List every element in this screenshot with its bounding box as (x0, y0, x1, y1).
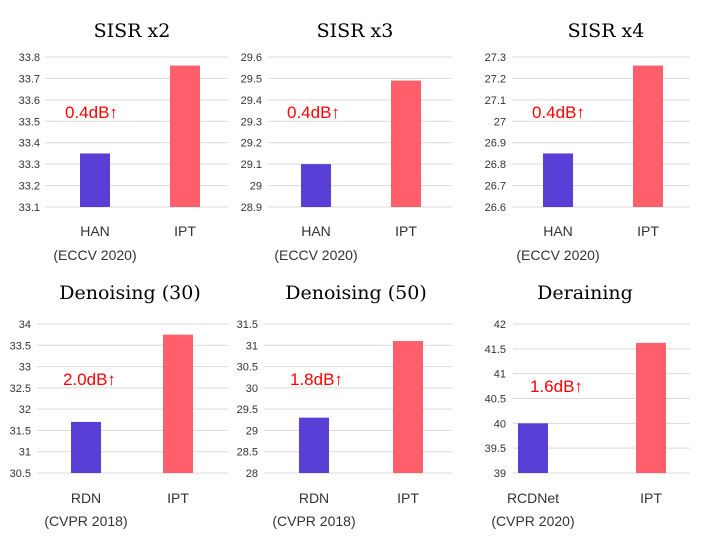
y-tick-label: 31 (19, 447, 31, 459)
y-tick-label: 27 (494, 116, 506, 128)
chart-title: Denoising (30) (59, 282, 201, 304)
chart-panel-3: SISR x4 26.6 26.7 26.8 26.9 27 27.1 27.2 27.3 HAN… (485, 20, 690, 263)
y-tick-label: 30.5 (10, 468, 31, 480)
x-category-label: IPT (637, 223, 659, 239)
y-tick-label: 27.3 (485, 52, 506, 64)
y-tick-label: 31 (246, 340, 258, 352)
y-tick-label: 28.5 (237, 447, 258, 459)
gain-annotation: 1.8dB↑ (290, 370, 343, 389)
x-category-label: RCDNet (507, 490, 559, 506)
x-category-subtitle: (CVPR 2018) (44, 513, 127, 529)
y-tick-label: 33 (19, 362, 31, 374)
bar-han (543, 153, 573, 207)
y-tick-label: 42 (494, 319, 506, 331)
gain-annotation: 2.0dB↑ (63, 370, 116, 389)
bar-rdn (71, 421, 101, 473)
y-tick-label: 33.7 (19, 73, 40, 85)
y-tick-label: 26.7 (485, 181, 506, 193)
x-category-label: RDN (299, 490, 329, 506)
y-tick-label: 29.3 (241, 116, 262, 128)
y-tick-label: 28 (246, 468, 258, 480)
y-tick-label: 26.9 (485, 138, 506, 150)
y-tick-label: 33.4 (19, 138, 40, 150)
y-tick-label: 34 (19, 319, 31, 331)
bar-ipt (393, 341, 423, 473)
gain-annotation: 0.4dB↑ (65, 103, 118, 122)
x-category-label: IPT (395, 223, 417, 239)
y-tick-label: 26.6 (485, 202, 506, 214)
gain-annotation: 0.4dB↑ (287, 103, 340, 122)
chart-title: Denoising (50) (285, 282, 427, 304)
y-tick-label: 29.4 (241, 95, 262, 107)
x-category-label: IPT (174, 223, 196, 239)
chart-title: Deraining (537, 282, 633, 304)
y-tick-label: 29.2 (241, 138, 262, 150)
y-tick-label: 33.6 (19, 95, 40, 107)
chart-title: SISR x3 (317, 20, 394, 42)
y-tick-label: 33.5 (10, 340, 31, 352)
y-tick-label: 26.8 (485, 159, 506, 171)
y-tick-label: 29.6 (241, 52, 262, 64)
y-tick-label: 33.2 (19, 181, 40, 193)
bar-ipt (636, 342, 666, 473)
x-category-label: IPT (167, 490, 189, 506)
y-tick-label: 27.2 (485, 73, 506, 85)
x-category-label: HAN (301, 223, 331, 239)
y-tick-label: 29 (246, 425, 258, 437)
y-tick-label: 28.9 (241, 202, 262, 214)
y-tick-label: 41 (494, 369, 506, 381)
y-tick-label: 33.3 (19, 159, 40, 171)
x-category-label: HAN (543, 223, 573, 239)
bar-ipt (163, 334, 193, 473)
x-category-subtitle: (ECCV 2020) (53, 247, 136, 263)
chart-panel-5: Denoising (50) 28 28.5 29 29.5 30 30.5 31 31.5 RD… (237, 282, 452, 529)
y-tick-label: 32.5 (10, 383, 31, 395)
bar-rdn (299, 417, 329, 473)
y-tick-label: 29 (250, 181, 262, 193)
chart-panel-4: Denoising (30) 30.5 31 31.5 32 32.5 33 33.5 34 RD… (10, 282, 228, 529)
y-tick-label: 30 (246, 383, 258, 395)
y-tick-label: 40 (494, 418, 506, 430)
y-tick-label: 29.5 (241, 73, 262, 85)
x-category-label: IPT (640, 490, 662, 506)
chart-title: SISR x2 (94, 20, 171, 42)
y-tick-label: 39.5 (485, 443, 506, 455)
y-tick-label: 30.5 (237, 362, 258, 374)
y-tick-label: 33.8 (19, 52, 40, 64)
y-tick-label: 31.5 (237, 319, 258, 331)
gain-annotation: 1.6dB↑ (530, 377, 583, 396)
chart-panel-6: Deraining 39 39.5 40 40.5 41 41.5 42 RCDNet (CVPR… (485, 282, 690, 529)
y-tick-label: 29.1 (241, 159, 262, 171)
bar-rcdnet (518, 423, 548, 473)
x-category-subtitle: (ECCV 2020) (516, 247, 599, 263)
y-tick-label: 29.5 (237, 404, 258, 416)
y-tick-label: 33.1 (19, 202, 40, 214)
chart-panel-1: SISR x2 33.1 33.2 33.3 33.4 33.5 33.6 33.7 33.8 H… (19, 20, 228, 263)
y-tick-label: 31.5 (10, 425, 31, 437)
chart-title: SISR x4 (568, 20, 645, 42)
bar-han (301, 164, 331, 207)
x-category-subtitle: (CVPR 2018) (272, 513, 355, 529)
y-tick-label: 32 (19, 404, 31, 416)
bar-han (80, 153, 110, 207)
x-category-subtitle: (ECCV 2020) (274, 247, 357, 263)
y-tick-label: 41.5 (485, 344, 506, 356)
gain-annotation: 0.4dB↑ (532, 103, 585, 122)
bar-ipt (633, 65, 663, 207)
chart-panel-2: SISR x3 28.9 29 29.1 29.2 29.3 29.4 29.5 29.6 HAN… (241, 20, 452, 263)
x-category-label: HAN (80, 223, 110, 239)
bar-ipt (170, 65, 200, 207)
bar-ipt (391, 80, 421, 207)
y-tick-label: 27.1 (485, 95, 506, 107)
y-tick-label: 40.5 (485, 394, 506, 406)
x-category-subtitle: (CVPR 2020) (491, 513, 574, 529)
x-category-label: RDN (71, 490, 101, 506)
x-category-label: IPT (397, 490, 419, 506)
y-tick-label: 39 (494, 468, 506, 480)
y-tick-label: 33.5 (19, 116, 40, 128)
